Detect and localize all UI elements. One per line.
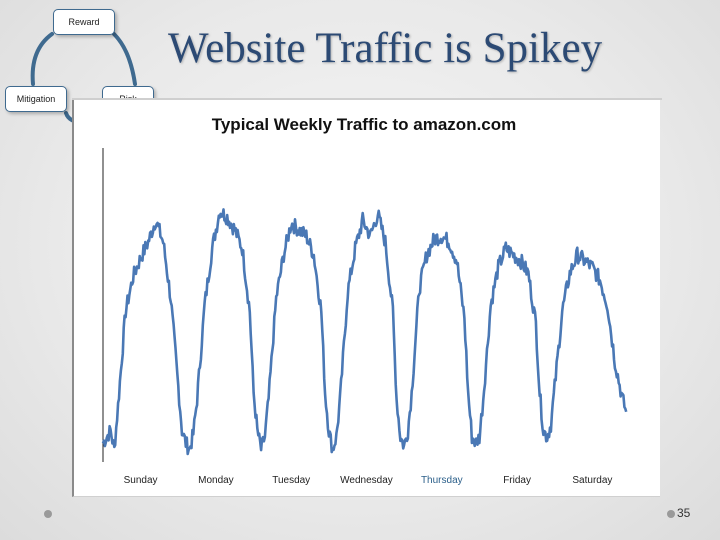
reward-node: Reward [53, 9, 115, 35]
page-number: 35 [677, 506, 691, 520]
x-tick-label: Thursday [421, 475, 463, 486]
title-divider [72, 98, 662, 100]
x-tick-label: Tuesday [272, 475, 310, 486]
x-tick-label: Wednesday [340, 475, 393, 486]
slide-title: Website Traffic is Spikey [168, 25, 603, 72]
mitigation-label: Mitigation [16, 94, 56, 104]
traffic-series-line [101, 208, 628, 456]
chart-title: Typical Weekly Traffic to amazon.com [212, 115, 517, 134]
left-bullet [44, 510, 52, 518]
traffic-chart: Typical Weekly Traffic to amazon.com Sun… [101, 115, 628, 486]
reward-to-mitigation-arc [30, 32, 54, 86]
series-group [101, 208, 628, 456]
x-tick-label: Sunday [124, 475, 158, 486]
x-tick-labels: Sunday Monday Tuesday Wednesday Thursday Frid… [124, 475, 613, 486]
x-tick-label: Friday [503, 475, 531, 486]
x-tick-label: Saturday [572, 475, 612, 486]
reward-to-risk-arc [112, 32, 137, 86]
chart-frame: Typical Weekly Traffic to amazon.com Sun… [72, 100, 660, 497]
mitigation-node: Mitigation [5, 86, 67, 112]
x-tick-label: Monday [198, 475, 234, 486]
right-bullet [667, 510, 675, 518]
reward-label: Reward [68, 17, 100, 27]
